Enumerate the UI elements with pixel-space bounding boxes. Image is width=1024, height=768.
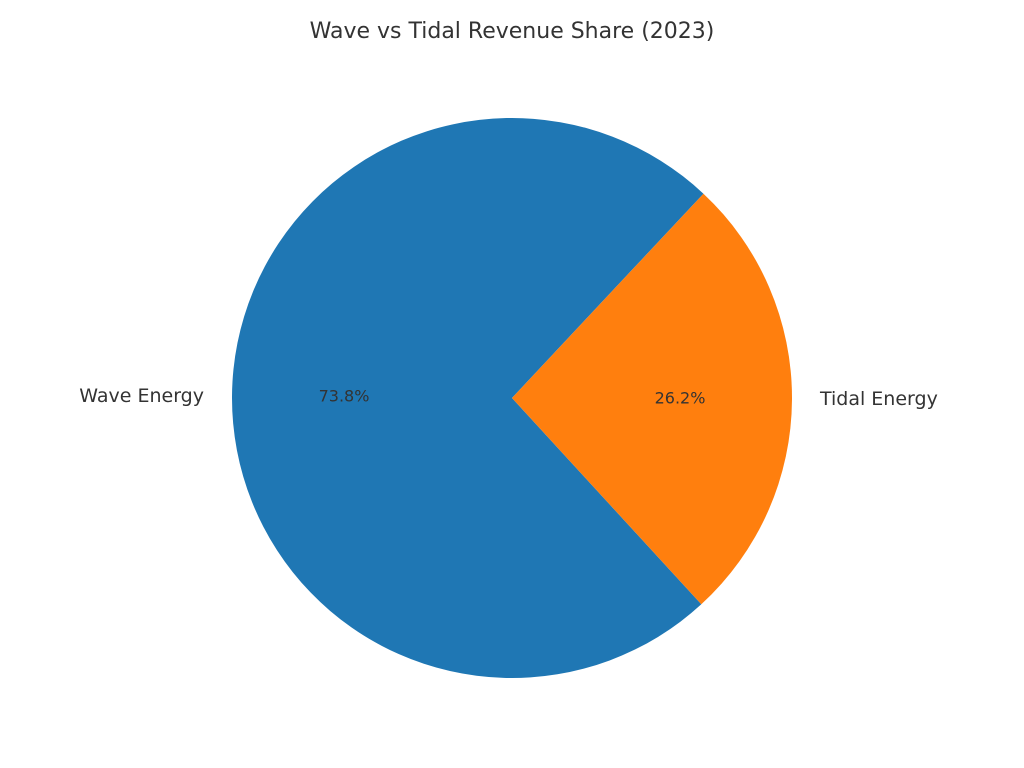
pie-slice-tidal-energy	[512, 193, 792, 605]
slice-percent-label: 73.8%	[319, 387, 370, 406]
slice-label: Wave Energy	[79, 385, 204, 407]
slice-percent-label: 26.2%	[655, 388, 706, 407]
pie-labels: Wave Energy 73.8% Tidal Energy 26.2%	[79, 385, 938, 410]
pie-slice-wave-energy	[231, 117, 704, 678]
chart-title: Wave vs Tidal Revenue Share (2023)	[310, 19, 715, 44]
pie-slices	[231, 117, 792, 678]
slice-label: Tidal Energy	[819, 388, 938, 410]
